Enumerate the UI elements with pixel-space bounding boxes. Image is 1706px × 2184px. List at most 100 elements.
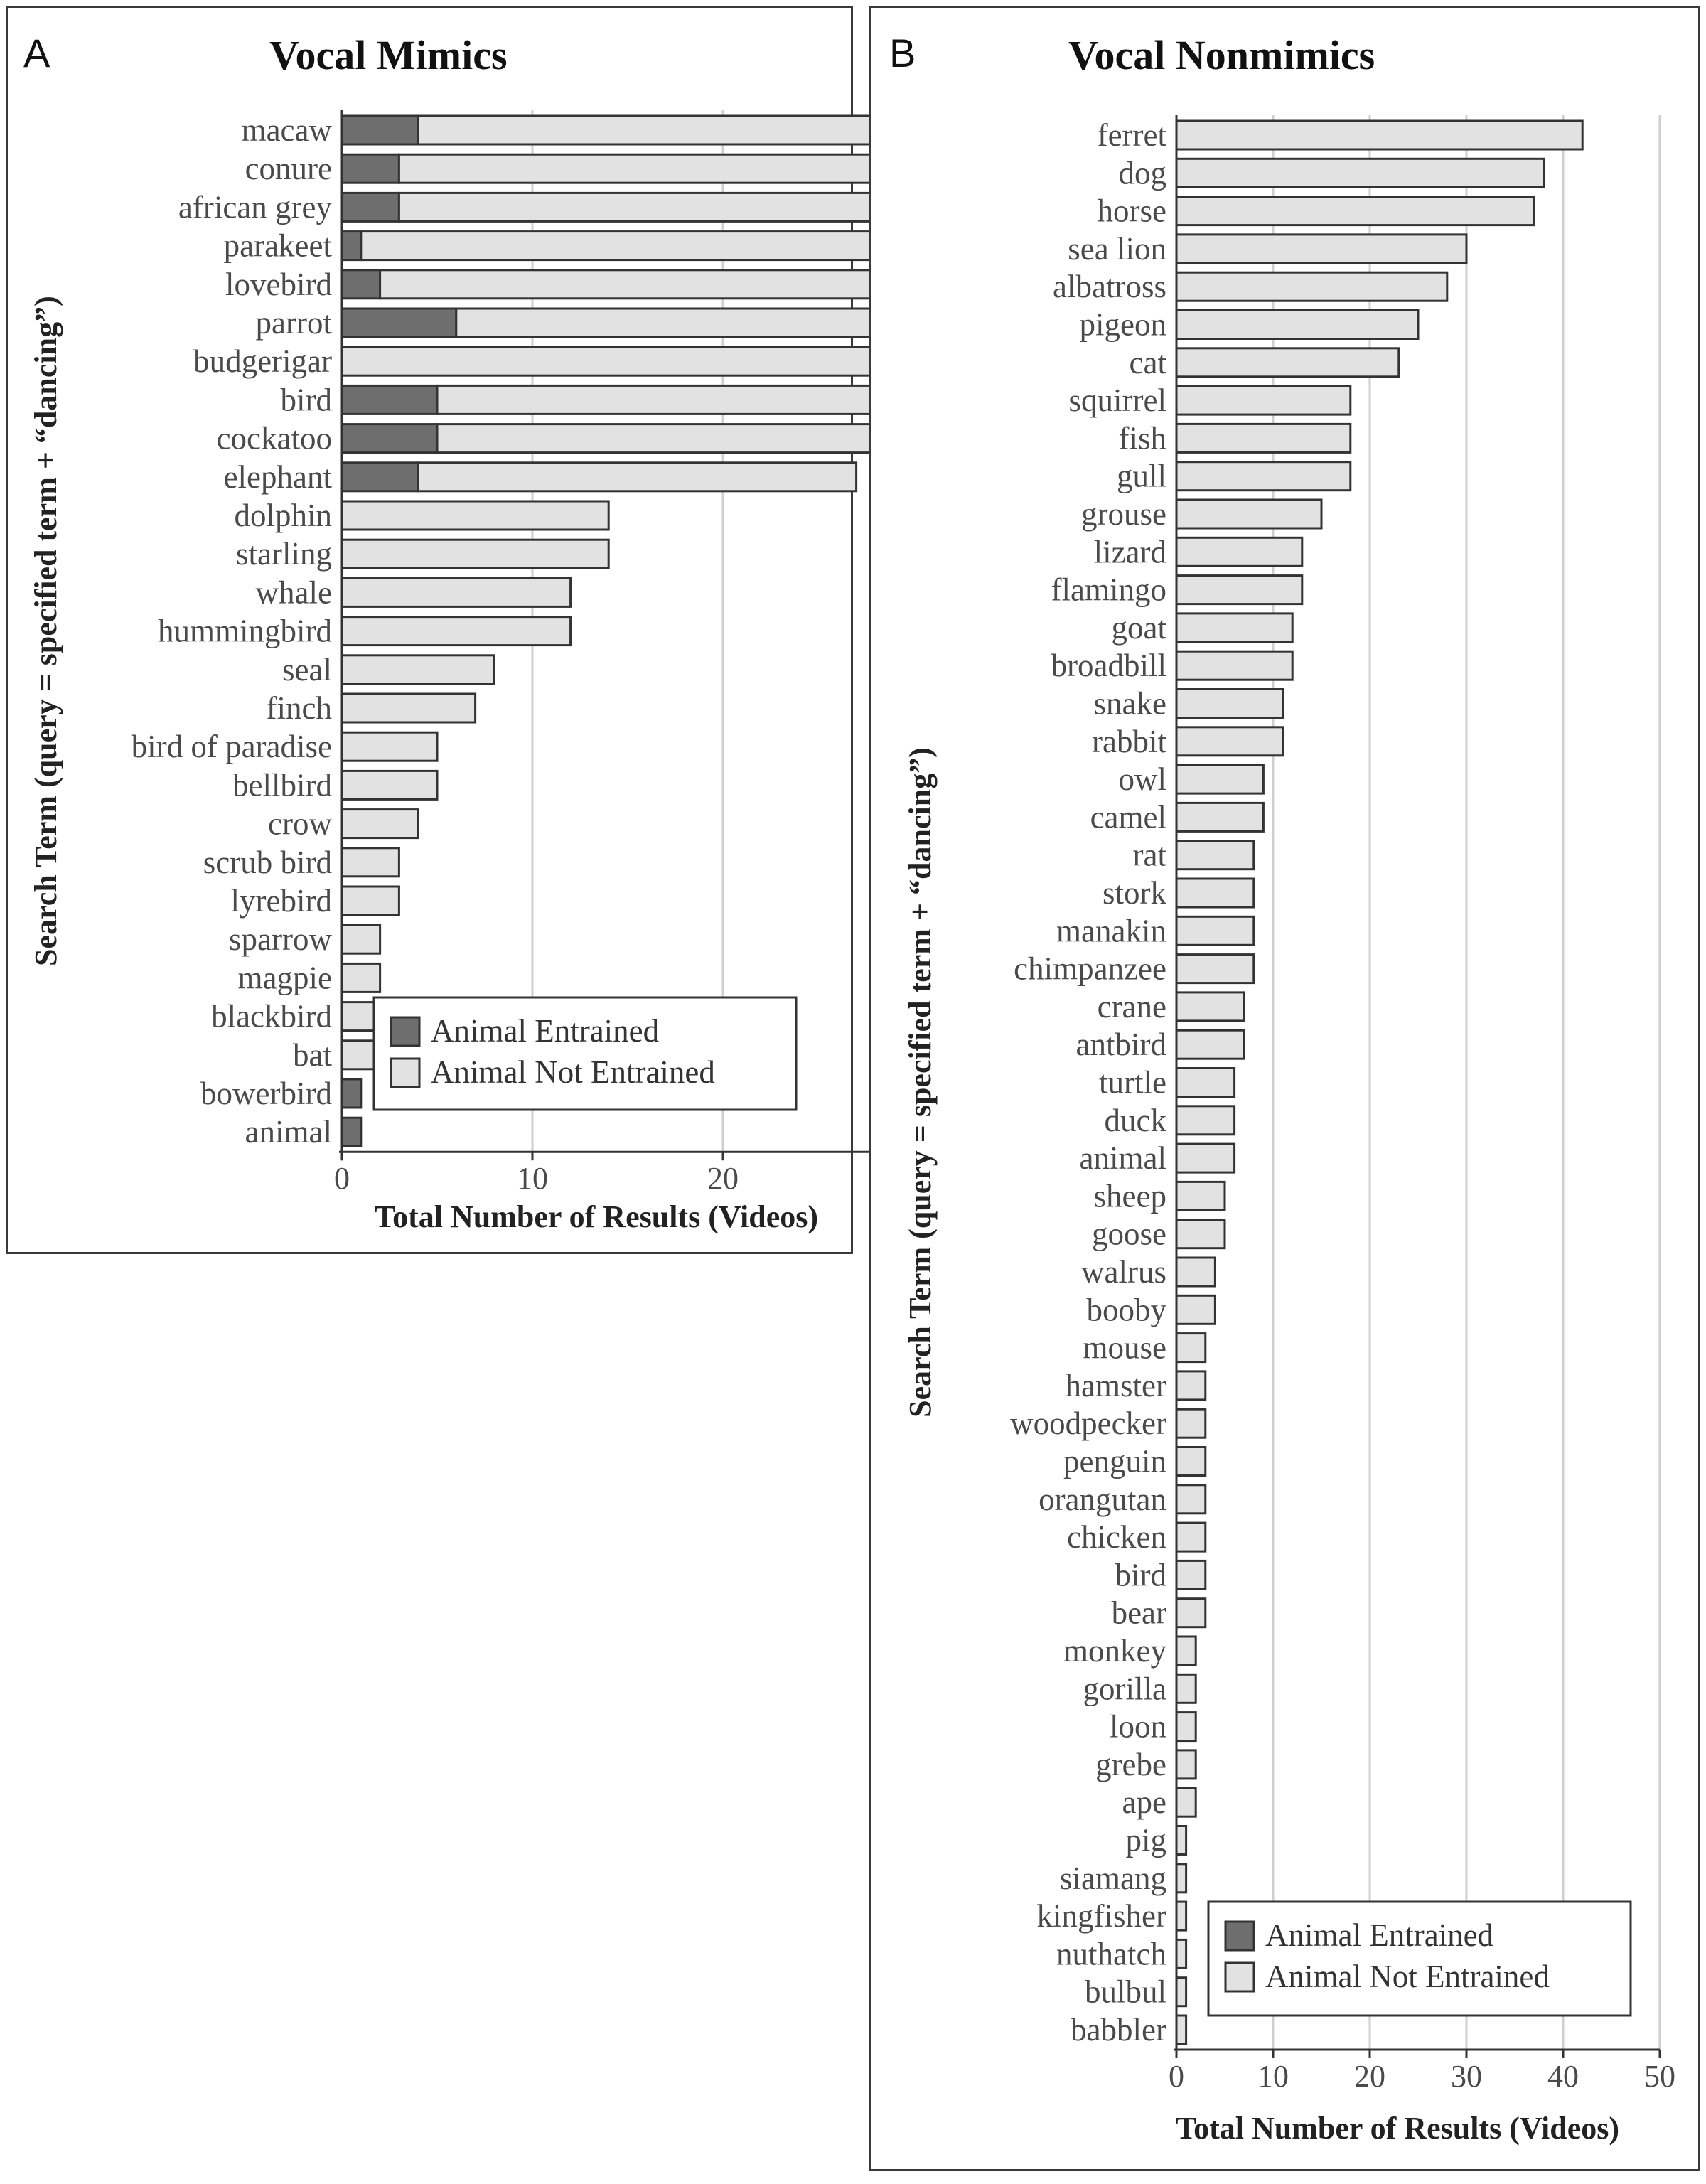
bar-not-entrained [1175,650,1294,681]
category-label: stork [1103,875,1167,911]
category-label: scrub bird [203,845,332,880]
bar-not-entrained [340,769,439,801]
category-label: blackbird [211,999,332,1034]
bar-not-entrained [1175,764,1265,795]
bar-not-entrained [1175,1180,1226,1211]
category-label: ape [1122,1784,1166,1820]
category-label: bird [1115,1557,1167,1592]
category-label: gorilla [1083,1671,1166,1706]
bar-not-entrained [1175,233,1468,264]
category-label: sea lion [1068,231,1166,267]
category-label: bulbul [1085,1974,1166,2010]
x-axis-label: Total Number of Results (Videos) [1176,2111,1619,2146]
bar-not-entrained [1175,1635,1197,1666]
bar-not-entrained [436,423,915,454]
category-label: squirrel [1069,382,1166,418]
bar-not-entrained [1175,536,1304,567]
bar-not-entrained [1175,1446,1207,1477]
category-label: cockatoo [217,421,332,456]
category-label: elephant [224,459,333,495]
bar-not-entrained [1175,915,1255,946]
legend: Animal Entrained Animal Not Entrained [1207,1900,1632,2017]
category-label: sheep [1094,1178,1166,1214]
category-label: sparrow [229,921,332,957]
bar-not-entrained [1175,877,1255,909]
category-label: lyrebird [231,883,332,919]
bar-not-entrained [340,577,572,608]
category-label: kingfisher [1037,1898,1166,1934]
legend-label: Animal Not Entrained [431,1054,715,1090]
x-tick-label: 20 [707,1161,739,1196]
panel-a: A Vocal Mimics 01020304050macawconureafr… [6,6,1310,1254]
category-label: bowerbird [200,1076,332,1111]
bar-not-entrained [340,962,382,993]
legend-label: Animal Not Entrained [1265,1959,1550,1994]
category-label: budgerigar [193,343,332,379]
category-label: animal [1080,1140,1166,1176]
bar-not-entrained [1175,309,1420,340]
panel-title-a: Vocal Mimics [269,32,508,78]
panel-letter-a: A [23,31,50,75]
bar-entrained [340,423,439,454]
x-tick-label: 30 [1451,2059,1482,2094]
category-label: cat [1130,345,1167,380]
bar-entrained [340,1116,363,1147]
bar-entrained [340,230,363,262]
category-label: gull [1117,459,1166,494]
bar-not-entrained [1175,1294,1216,1325]
x-tick-label: 0 [1169,2059,1184,2094]
category-label: parakeet [224,228,333,264]
category-label: grouse [1081,496,1166,532]
category-label: antbird [1076,1027,1166,1062]
category-label: orangutan [1039,1482,1166,1517]
bar-not-entrained [1175,1711,1197,1743]
category-label: turtle [1099,1065,1166,1101]
panel-b: B Vocal Nonmimics 0 10 20 30 40 50 ferret dog ho… [869,6,1700,2171]
bar-not-entrained [1175,498,1323,530]
category-label: whale [256,574,332,610]
legend-swatch-entrained [390,1016,421,1047]
x-axis-label: Total Number of Results (Videos) [375,1199,818,1234]
category-label: animal [245,1114,332,1150]
bar-not-entrained [1175,1976,1188,2008]
bar-not-entrained [1175,688,1284,719]
category-label: penguin [1063,1444,1166,1479]
category-label: chimpanzee [1014,951,1166,987]
category-label: bird of paradise [132,729,332,764]
bar-not-entrained [1175,1863,1188,1894]
bar-not-entrained [1175,385,1352,416]
bar-not-entrained [1175,1749,1197,1780]
category-label: finch [267,690,332,726]
category-label: lovebird [225,267,332,302]
category-label: goose [1092,1216,1166,1252]
category-label: broadbill [1051,648,1166,683]
category-label: camel [1090,799,1166,835]
bar-not-entrained [1175,1673,1197,1704]
bar-entrained [340,1078,363,1109]
bar-not-entrained [1175,2014,1188,2045]
bar-not-entrained [1175,1219,1226,1250]
panel-letter-b: B [889,31,916,75]
bar-not-entrained [1175,1787,1197,1818]
category-label: bird [281,382,333,417]
bar-entrained [340,191,400,223]
y-axis-label: Search Term (query = specified term + “d… [28,296,63,966]
category-label: pig [1125,1823,1166,1858]
category-label: albatross [1053,269,1166,304]
category-label: magpie [238,960,332,995]
category-label: rabbit [1092,724,1166,759]
bar-not-entrained [1175,574,1304,606]
bar-not-entrained [1175,1029,1245,1060]
category-label: owl [1119,761,1167,797]
bar-not-entrained [1175,347,1400,378]
bar-entrained [340,269,382,300]
category-label: woodpecker [1010,1406,1166,1441]
bar-not-entrained [340,500,610,531]
chart-vocal-mimics: 01020304050macawconureafrican greyparake… [28,110,1310,1234]
panel-title-b: Vocal Nonmimics [1068,32,1375,78]
bar-not-entrained [1175,1408,1207,1439]
category-label: horse [1098,193,1166,229]
category-label: conure [245,151,332,186]
